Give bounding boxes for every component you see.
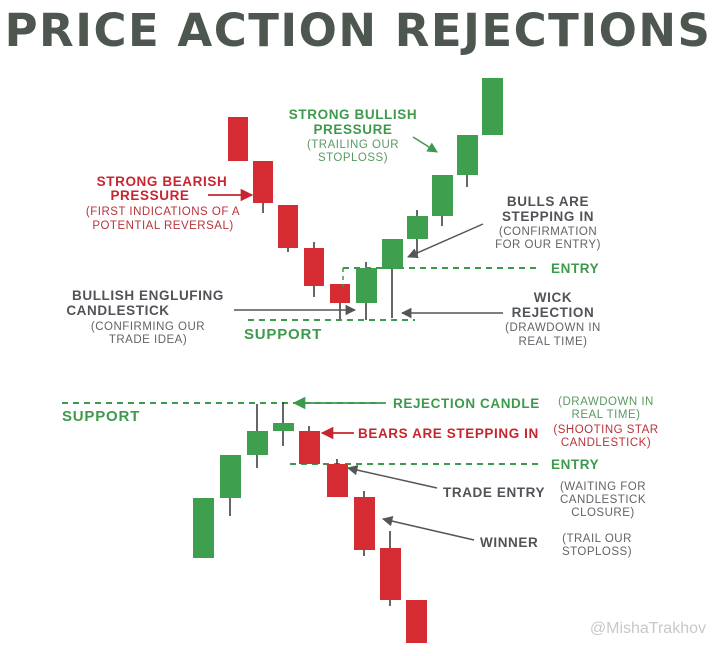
trade-entry-label: TRADE ENTRY xyxy=(443,485,545,500)
bear-candle xyxy=(278,205,298,248)
bulls-stepping-sub-1: (CONFIRMATION xyxy=(499,226,597,238)
trade-entry-sub-1: (WAITING FOR xyxy=(560,481,646,493)
wick-rejection-title-2: REJECTION xyxy=(512,305,595,320)
wick-rejection-sub-1: (DRAWDOWN IN xyxy=(505,322,601,334)
strong-bearish-title-2: PRESSURE xyxy=(110,188,189,203)
bull-engulfing-candle xyxy=(356,268,377,303)
bottom-entry-label: ENTRY xyxy=(551,457,599,472)
bottom-candles xyxy=(193,402,427,643)
top-entry-label: ENTRY xyxy=(551,261,599,276)
top-candles xyxy=(228,78,503,320)
bear-candle xyxy=(299,431,320,464)
bull-candle xyxy=(457,135,478,175)
bull-candle xyxy=(382,239,403,269)
bear-candle xyxy=(228,117,248,161)
bears-stepping-label: BEARS ARE STEPPING IN xyxy=(358,426,539,441)
bear-candle xyxy=(406,600,427,643)
bottom-support-label: SUPPORT xyxy=(62,408,140,425)
winner-sub-1: (TRAIL OUR xyxy=(562,533,632,545)
bulls-stepping-title-1: BULLS ARE xyxy=(507,194,589,209)
bear-candle xyxy=(253,161,273,203)
shooting-star-sub-2: CANDLESTICK) xyxy=(561,437,651,449)
rejection-sub-2: REAL TIME) xyxy=(572,409,641,421)
watermark: @MishaTrakhov xyxy=(589,620,706,637)
bear-candle xyxy=(327,464,348,497)
strong-bullish-title-2: PRESSURE xyxy=(313,122,392,137)
bull-candle xyxy=(432,175,453,216)
strong-bullish-sub-2: STOPLOSS) xyxy=(318,152,388,164)
wick-rejection-title-1: WICK xyxy=(534,290,572,305)
shooting-star-sub-1: (SHOOTING STAR xyxy=(553,424,658,436)
rejection-sub-1: (DRAWDOWN IN xyxy=(558,396,654,408)
bear-candle xyxy=(380,548,401,600)
trade-entry-sub-2: CANDLESTICK xyxy=(560,494,646,506)
trade-entry-sub-3: CLOSURE) xyxy=(571,507,634,519)
shooting-star-candle xyxy=(273,423,294,431)
arrow-winner xyxy=(381,516,475,541)
engulfing-title-1: BULLISH ENGLUFING xyxy=(72,288,224,303)
arrow-bulls-stepping xyxy=(407,223,484,258)
bull-candle xyxy=(482,78,503,135)
arrow-trade-entry xyxy=(346,464,438,489)
winner-sub-2: STOPLOSS) xyxy=(562,546,632,558)
wick-rejection-sub-2: REAL TIME) xyxy=(519,336,588,348)
strong-bullish-title-1: STRONG BULLISH xyxy=(289,107,417,122)
bull-candle xyxy=(193,498,214,558)
bear-candle xyxy=(304,248,324,286)
engulfing-title-2: CANDLESTICK xyxy=(66,303,169,318)
bear-candle xyxy=(354,497,375,550)
top-support-label: SUPPORT xyxy=(244,326,322,343)
engulfing-sub-1: (CONFIRMING OUR xyxy=(91,321,205,333)
bear-candle xyxy=(330,284,350,303)
bull-candle xyxy=(407,216,428,239)
bulls-stepping-sub-2: FOR OUR ENTRY) xyxy=(495,239,601,251)
winner-label: WINNER xyxy=(480,535,538,550)
page-title: PRICE ACTION REJECTIONS xyxy=(4,4,712,57)
bull-candle xyxy=(247,431,268,455)
engulfing-sub-2: TRADE IDEA) xyxy=(109,334,187,346)
bull-candle xyxy=(220,455,241,498)
arrow-strong-bullish xyxy=(412,136,438,153)
strong-bearish-sub-1: (FIRST INDICATIONS OF A xyxy=(86,206,240,218)
strong-bearish-sub-2: POTENTIAL REVERSAL) xyxy=(92,220,233,232)
strong-bearish-title-1: STRONG BEARISH xyxy=(97,174,228,189)
bulls-stepping-title-2: STEPPING IN xyxy=(502,209,594,224)
strong-bullish-sub-1: (TRAILING OUR xyxy=(307,139,399,151)
rejection-candle-label: REJECTION CANDLE xyxy=(393,396,540,411)
